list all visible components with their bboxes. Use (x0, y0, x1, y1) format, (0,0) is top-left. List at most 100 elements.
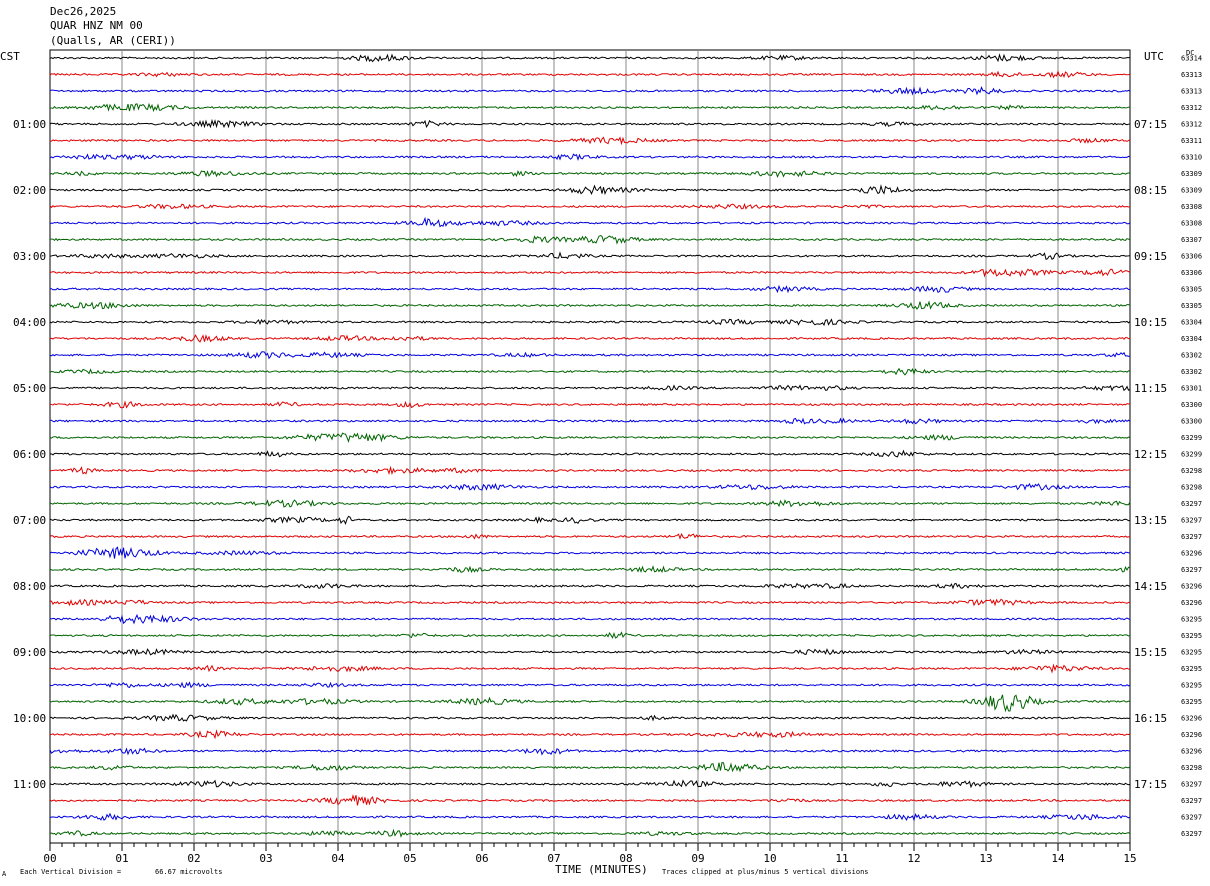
seismic-trace (49, 169, 1131, 179)
cst-hour-label: 11:00 (13, 778, 46, 791)
dc-offset-label: 63295 (1181, 632, 1202, 640)
seismic-trace (49, 694, 1131, 713)
dc-offset-label: 63295 (1181, 665, 1202, 673)
seismic-trace (49, 334, 1131, 343)
dc-offset-label: 63300 (1181, 418, 1202, 426)
dc-offset-label: 63312 (1181, 104, 1202, 112)
seismic-trace (49, 432, 1131, 444)
dc-offset-label: 63297 (1181, 797, 1202, 805)
seismic-trace (49, 136, 1131, 146)
dc-offset-label: 63298 (1181, 467, 1202, 475)
dc-offset-label: 63296 (1181, 731, 1202, 739)
seismic-trace (49, 546, 1131, 559)
x-tick-label: 11 (835, 852, 848, 865)
dc-offset-label: 63299 (1181, 451, 1202, 459)
seismic-trace (49, 515, 1131, 526)
dc-offset-label: 63314 (1181, 55, 1202, 63)
seismic-trace (49, 235, 1131, 245)
seismic-trace (49, 499, 1131, 508)
dc-offset-label: 63306 (1181, 269, 1202, 277)
dc-offset-label: 63302 (1181, 368, 1202, 376)
seismic-trace (49, 118, 1131, 129)
utc-hour-label: 16:15 (1134, 712, 1167, 725)
clip-note: Traces clipped at plus/minus 5 vertical … (662, 868, 869, 876)
utc-hour-label: 07:15 (1134, 118, 1167, 131)
utc-hour-label: 13:15 (1134, 514, 1167, 527)
dc-offset-label: 63296 (1181, 583, 1202, 591)
x-tick-label: 07 (547, 852, 560, 865)
seismic-trace (49, 794, 1131, 806)
seismic-trace (49, 631, 1131, 639)
dc-offset-label: 63299 (1181, 434, 1202, 442)
dc-offset-label: 63309 (1181, 187, 1202, 195)
utc-hour-label: 12:15 (1134, 448, 1167, 461)
plot-date: Dec26,2025 (50, 5, 117, 18)
x-axis-title: TIME (MINUTES) (555, 863, 648, 876)
seismic-trace (49, 713, 1131, 722)
dc-offset-label: 63297 (1181, 566, 1202, 574)
x-tick-label: 00 (43, 852, 56, 865)
cst-hour-label: 04:00 (13, 316, 46, 329)
x-tick-label: 08 (619, 852, 632, 865)
cst-hour-label: 02:00 (13, 184, 46, 197)
dc-offset-label: 63302 (1181, 352, 1202, 360)
dc-offset-label: 63295 (1181, 682, 1202, 690)
dc-offset-label: 63296 (1181, 550, 1202, 558)
cst-hour-label: 06:00 (13, 448, 46, 461)
cst-hour-label: 05:00 (13, 382, 46, 395)
dc-offset-label: 63305 (1181, 302, 1202, 310)
dc-offset-label: 63310 (1181, 154, 1202, 162)
corner-mark: A (2, 870, 7, 878)
seismic-trace (49, 747, 1131, 756)
dc-offset-label: 63307 (1181, 236, 1202, 244)
dc-offset-label: 63297 (1181, 500, 1202, 508)
dc-offset-label: 63308 (1181, 203, 1202, 211)
dc-offset-label: 63309 (1181, 170, 1202, 178)
dc-offset-label: 63295 (1181, 649, 1202, 657)
utc-hour-label: 08:15 (1134, 184, 1167, 197)
seismic-trace (49, 582, 1131, 590)
dc-offset-label: 63297 (1181, 533, 1202, 541)
left-timezone-label: CST (0, 50, 20, 63)
dc-offset-label: 63306 (1181, 253, 1202, 261)
seismic-trace (49, 417, 1131, 425)
utc-hour-label: 17:15 (1134, 778, 1167, 791)
dc-offset-label: 63296 (1181, 599, 1202, 607)
x-tick-label: 12 (907, 852, 920, 865)
seismic-trace (49, 598, 1131, 607)
dc-offset-label: 63297 (1181, 781, 1202, 789)
x-tick-label: 06 (475, 852, 488, 865)
dc-offset-label: 63313 (1181, 88, 1202, 96)
utc-hour-label: 09:15 (1134, 250, 1167, 263)
dc-offset-label: 63295 (1181, 616, 1202, 624)
cst-hour-label: 08:00 (13, 580, 46, 593)
seismic-trace (49, 153, 1131, 162)
x-tick-label: 03 (259, 852, 272, 865)
seismic-trace (49, 482, 1131, 491)
seismic-trace (49, 53, 1131, 63)
x-tick-label: 10 (763, 852, 776, 865)
station-location: (Qualls, AR (CERI)) (50, 34, 176, 47)
seismic-trace (49, 367, 1131, 376)
seismic-trace (49, 268, 1131, 278)
dc-offset-label: 63295 (1181, 698, 1202, 706)
seismic-trace (49, 532, 1131, 540)
seismic-trace (49, 762, 1131, 773)
seismic-trace (49, 812, 1131, 822)
seismic-trace (49, 284, 1131, 294)
utc-hour-label: 14:15 (1134, 580, 1167, 593)
dc-offset-label: 63304 (1181, 335, 1202, 343)
dc-offset-label: 63304 (1181, 319, 1202, 327)
cst-hour-label: 09:00 (13, 646, 46, 659)
seismic-trace (49, 251, 1131, 260)
utc-hour-label: 15:15 (1134, 646, 1167, 659)
seismic-trace (49, 300, 1131, 310)
seismic-trace (49, 86, 1131, 96)
seismic-trace (49, 828, 1131, 838)
x-tick-label: 02 (187, 852, 200, 865)
dc-offset-label: 63298 (1181, 764, 1202, 772)
seismic-trace (49, 663, 1131, 674)
station-code: QUAR HNZ NM 00 (50, 19, 143, 32)
dc-offset-label: 63313 (1181, 71, 1202, 79)
dc-offset-label: 63301 (1181, 385, 1202, 393)
